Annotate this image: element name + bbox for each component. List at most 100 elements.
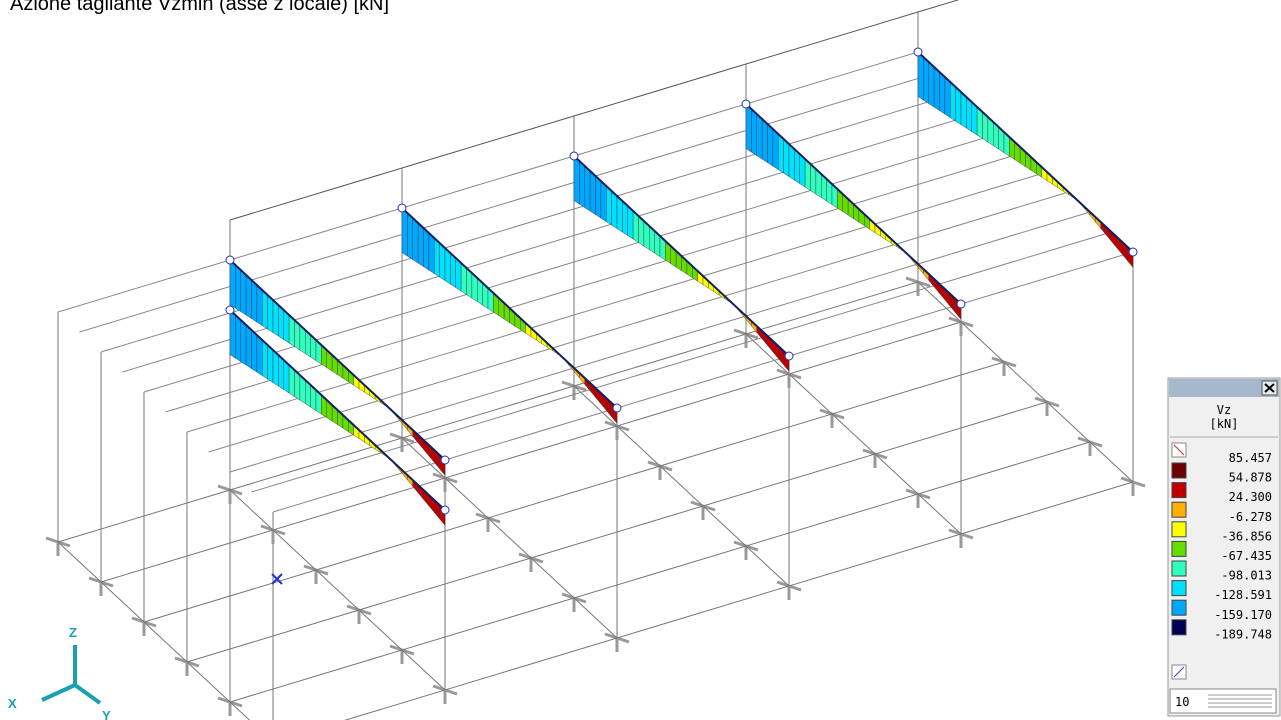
joist [553, 296, 725, 348]
legend-swatch [1172, 600, 1186, 615]
joist [381, 348, 553, 400]
shear-segment [434, 238, 439, 277]
node [441, 456, 449, 464]
joist [58, 260, 230, 312]
legend-value: -36.856 [1221, 529, 1272, 543]
shear-segment [778, 134, 783, 173]
ground-beam [746, 334, 961, 534]
joist [725, 244, 897, 296]
shear-segment [230, 260, 235, 308]
legend-swatch [1172, 483, 1186, 498]
shear-segment [956, 87, 961, 125]
frame-top [746, 12, 918, 64]
legend-swatch [1172, 581, 1186, 596]
shear-segment [934, 67, 939, 111]
joist [252, 228, 424, 280]
shear-segment [268, 295, 273, 333]
shear-segment [923, 57, 928, 104]
joist [596, 124, 768, 176]
y-axis [75, 685, 100, 703]
frame-top [230, 168, 402, 220]
legend-value: -159.170 [1214, 608, 1272, 622]
shear-segment [440, 243, 445, 281]
node [1129, 248, 1137, 256]
legend-swatch [1172, 502, 1186, 517]
ground-beam [402, 438, 617, 638]
shear-segment [235, 265, 240, 312]
viewport: Azione tagliante Vzmin (asse z locale) [… [0, 0, 1281, 720]
joist [961, 252, 1133, 304]
legend-swatch [1172, 561, 1186, 576]
close-button[interactable] [1262, 381, 1277, 395]
joist [424, 388, 596, 440]
shear-segment [940, 72, 945, 114]
legend-value: 54.878 [1229, 471, 1272, 485]
shear-segment [418, 223, 423, 267]
beam [402, 208, 617, 408]
joist [897, 192, 1069, 244]
legend-swatch [1172, 620, 1186, 635]
beam [918, 52, 1133, 252]
legend-swatch [1172, 463, 1186, 478]
shear-segment [235, 315, 240, 362]
frame-top [574, 64, 746, 116]
joist [940, 232, 1112, 284]
shear-segment [768, 124, 773, 166]
shear-segment [784, 139, 789, 177]
shear-segment [606, 186, 611, 225]
shear-segment [950, 82, 955, 121]
shear-segment [574, 156, 579, 204]
shear-segment [252, 330, 257, 372]
legend-panel: Vz [kN] 10 85.45754.87824.300-6.278-36.8… [1168, 378, 1280, 716]
shear-segment [230, 310, 235, 358]
axis-triad [42, 645, 100, 703]
joist [854, 152, 1026, 204]
joist [424, 176, 596, 228]
joist [682, 204, 854, 256]
legend-value: 85.457 [1229, 451, 1272, 465]
shear-segment [241, 270, 246, 315]
ground-beam [230, 442, 1090, 702]
node [570, 152, 578, 160]
shear-segment [762, 119, 767, 163]
ground-beam [918, 282, 1133, 482]
shear-segment [252, 280, 257, 322]
shear-segment [257, 285, 262, 326]
shear-segment [246, 275, 251, 319]
joist [230, 208, 402, 260]
joist [768, 284, 940, 336]
shear-segment [746, 104, 751, 152]
y-label: Y [102, 708, 111, 720]
ground-beam [574, 386, 789, 586]
legend-value: 24.300 [1229, 490, 1272, 504]
joist [596, 336, 768, 388]
shear-segment [413, 218, 418, 263]
joist [359, 328, 531, 380]
steps-value[interactable]: 10 [1175, 695, 1189, 709]
shear-segment [929, 62, 934, 107]
shear-segment [751, 109, 756, 156]
joist [768, 72, 940, 124]
shear-segment [424, 228, 429, 270]
node [957, 300, 965, 308]
node [914, 48, 922, 56]
shear-segment [596, 176, 601, 218]
joist [703, 224, 875, 276]
legend-header: Vz [1217, 403, 1231, 417]
z-label: Z [69, 625, 77, 640]
joist [918, 212, 1090, 264]
legend-swatch [1172, 522, 1186, 537]
shear-segment [612, 191, 617, 229]
joist [510, 256, 682, 308]
legend-value: -189.748 [1214, 627, 1272, 641]
shear-segment [579, 161, 584, 208]
shear-segment [918, 52, 923, 100]
shear-segment [757, 114, 762, 159]
joist [80, 280, 252, 332]
shear-segment [429, 233, 434, 274]
shear-segment [585, 166, 590, 211]
legend-unit: [kN] [1210, 417, 1239, 431]
node [785, 352, 793, 360]
shear-segment [246, 325, 251, 369]
shear-segment [241, 320, 246, 365]
